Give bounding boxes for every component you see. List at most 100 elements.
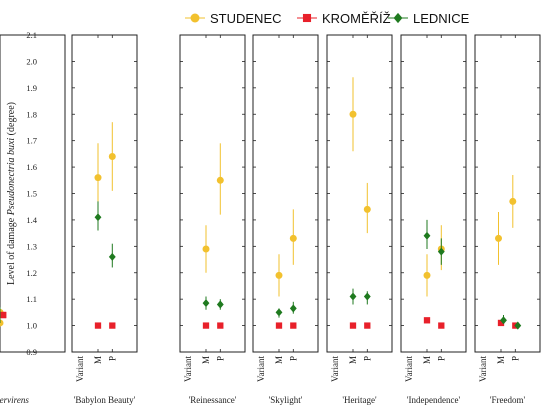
panel-label: 'Reinessance': [189, 395, 237, 405]
panel-independence: Variant M P 'Independence': [400, 34, 467, 405]
y-tick-label: 1.4: [26, 215, 37, 225]
panel-label: 'Babylon Beauty': [74, 395, 136, 405]
y-tick-label: 1.1: [26, 294, 37, 304]
point-lednice-m: [349, 292, 357, 301]
point-studenec-m: [349, 110, 357, 118]
x-tick-label-m: M: [201, 356, 211, 364]
y-tick-label: 1.3: [26, 241, 37, 251]
y-tick-label: 1.9: [26, 83, 37, 93]
x-tick-label-variant: Variant: [75, 356, 85, 382]
y-tick-label: 1.0: [26, 321, 37, 331]
panel-label: 'Heritage': [342, 395, 377, 405]
x-tick-label-m: M: [496, 356, 506, 364]
legend: STUDENEC KROMĚŘÍŽ LEDNICE: [185, 11, 470, 26]
y-axis-label-suffix: (degree): [6, 102, 17, 138]
point-lednice-p: [108, 252, 116, 261]
point-lednice-p: [216, 300, 224, 309]
point-krom-p: [109, 322, 116, 329]
point-studenec-m: [275, 271, 283, 279]
panel-label: B. sempervirens: [0, 395, 29, 405]
panel-frame: [400, 34, 467, 353]
panel-b-sempervirens: VariantMPB. sempervirens: [0, 0, 66, 405]
panels: Variant M P'Babylon Beauty'Variant M P'Reine…: [0, 0, 541, 405]
legend-marker-studenec: [190, 13, 200, 23]
point-lednice-m: [423, 231, 431, 240]
x-tick-label-p: P: [107, 356, 117, 361]
x-tick-label-p: P: [288, 356, 298, 361]
point-studenec-p: [363, 205, 371, 213]
y-axis-label-prefix: Level of damage: [6, 215, 17, 285]
panel-frame: [71, 34, 138, 353]
panel-heritage: Variant M P 'Heritage': [326, 34, 393, 405]
y-tick-label: 1.5: [26, 189, 37, 199]
point-lednice-m: [500, 316, 507, 325]
x-tick-label-p: P: [436, 356, 446, 361]
point-studenec-p: [108, 153, 116, 161]
point-lednice-p: [514, 321, 522, 330]
y-tick-label: 1.2: [26, 268, 37, 278]
panel-frame: [0, 34, 66, 353]
point-lednice-m: [202, 299, 210, 308]
point-krom-p: [364, 322, 371, 329]
legend-label-studenec: STUDENEC: [210, 11, 282, 26]
point-lednice-m: [94, 213, 102, 222]
point-krom-m: [423, 317, 431, 324]
x-tick-label-p: P: [510, 356, 520, 361]
point-studenec-m: [423, 271, 431, 279]
y-tick-label: 1.6: [26, 162, 37, 172]
panel-reinessance: Variant M P 'Reinessance': [179, 34, 246, 405]
y-tick-label: 1.8: [26, 109, 37, 119]
panel-frame: [179, 34, 246, 353]
point-studenec-p: [289, 234, 297, 242]
panel-label: 'Independence': [407, 395, 461, 405]
panel-freedom: Variant M P 'Freedom': [474, 34, 541, 405]
panel-frame: [474, 34, 541, 353]
x-tick-label-m: M: [348, 356, 358, 364]
point-krom-p: [438, 322, 445, 329]
x-tick-label-p: P: [215, 356, 225, 361]
panel-babylon-beauty: Variant M P 'Babylon Beauty': [71, 34, 138, 405]
point-lednice-p: [437, 247, 445, 256]
panel-label: 'Skylight': [269, 395, 303, 405]
point-krom-m: [275, 322, 283, 329]
legend-label-lednice: LEDNICE: [413, 11, 470, 26]
point-krom-m: [349, 322, 357, 329]
y-axis: 0.91.01.11.21.31.41.51.61.71.81.92.02.1L…: [6, 30, 38, 357]
y-tick-label: 2.0: [26, 56, 37, 66]
point-studenec-m: [495, 234, 502, 242]
legend-marker-krom: [302, 13, 312, 23]
x-tick-label-m: M: [93, 356, 103, 364]
panel-frame: [252, 34, 319, 353]
panel-skylight: Variant M P 'Skylight': [252, 34, 319, 405]
point-krom-m: [497, 319, 505, 327]
legend-label-krom: KROMĚŘÍŽ: [322, 11, 391, 26]
x-tick-label-m: M: [422, 356, 432, 364]
point-studenec-m: [94, 174, 102, 182]
panel-label: 'Freedom': [490, 395, 526, 405]
x-tick-label-variant: Variant: [256, 356, 266, 382]
x-tick-label-p: P: [362, 356, 372, 361]
point-studenec-p: [0, 319, 4, 327]
point-studenec-m: [202, 245, 210, 253]
point-studenec-p: [216, 176, 224, 184]
y-axis-label-species: Pseudonectria buxi: [6, 138, 17, 217]
point-krom-m: [202, 322, 210, 329]
point-krom-m: [94, 322, 102, 329]
x-tick-label-variant: Variant: [330, 356, 340, 382]
x-tick-label-m: M: [274, 356, 284, 364]
x-tick-label-variant: Variant: [183, 356, 193, 382]
x-tick-label-variant: Variant: [404, 356, 414, 382]
point-krom-p: [0, 311, 7, 319]
point-lednice-p: [289, 304, 297, 313]
x-tick-label-variant: Variant: [478, 356, 488, 382]
point-lednice-p: [363, 292, 371, 301]
legend-marker-lednice: [393, 12, 403, 24]
point-krom-p: [217, 322, 224, 329]
point-studenec-p: [509, 197, 517, 205]
panel-frame: [326, 34, 393, 353]
y-axis-label: Level of damage Pseudonectria buxi (degr…: [6, 102, 17, 285]
point-lednice-m: [275, 308, 283, 317]
y-tick-label: 1.7: [26, 136, 37, 146]
point-krom-p: [290, 322, 297, 329]
